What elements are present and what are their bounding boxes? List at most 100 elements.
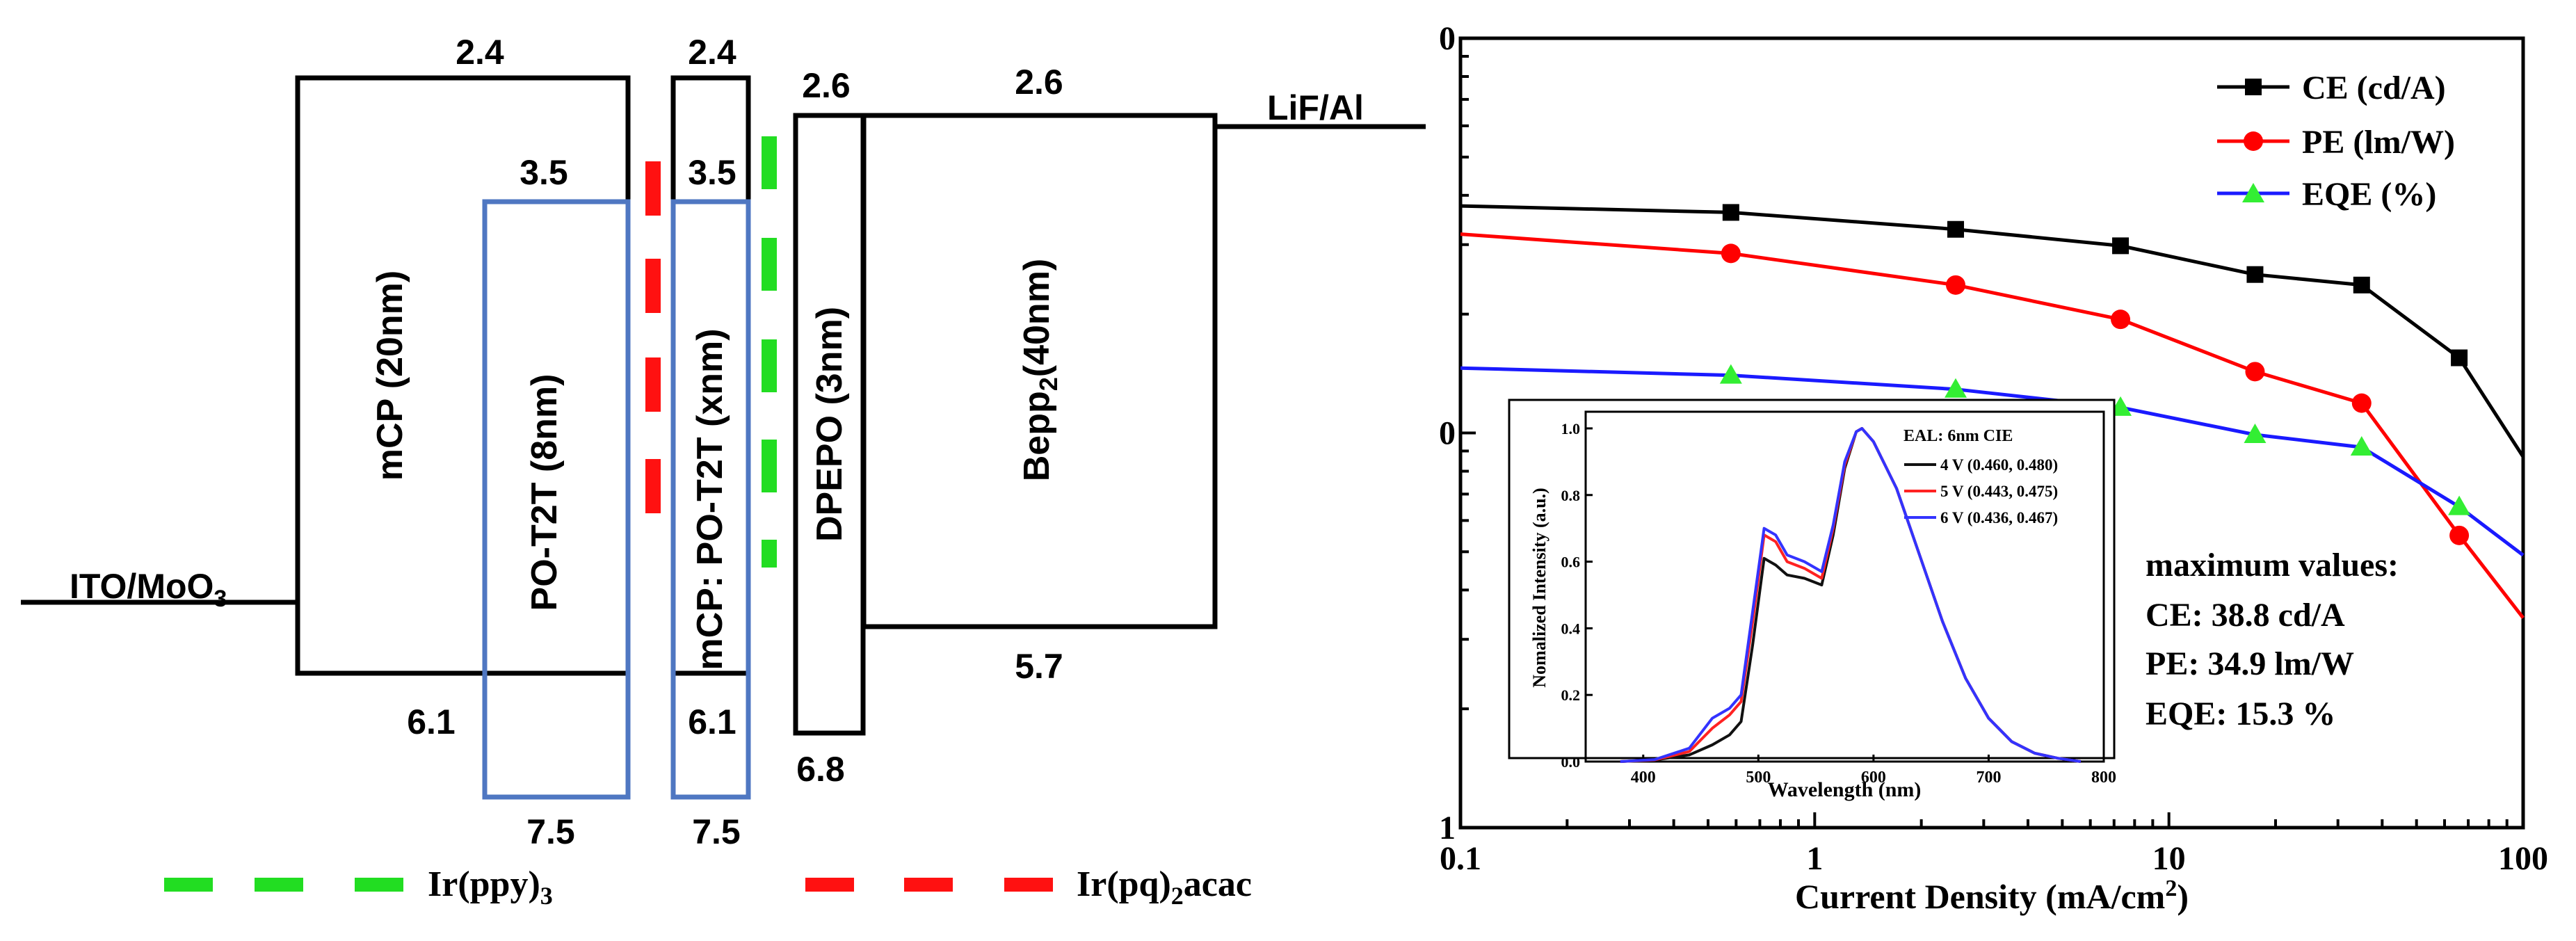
po-t2t-homo-value: 7.5 xyxy=(526,812,575,851)
inset-legend: 4 V (0.460, 0.480) 5 V (0.443, 0.475) 6 … xyxy=(1904,456,2058,526)
ce-point xyxy=(1722,204,1739,221)
pe-point xyxy=(2111,309,2131,330)
ir-ppy3-dash xyxy=(762,136,777,189)
inset-y-tick-label: 1.0 xyxy=(1561,420,1581,437)
ir-ppy3-legend-label: Ir(ppy)3 xyxy=(428,864,553,910)
inset-x-tick-label: 700 xyxy=(1976,769,2001,787)
ir-ppy3-dash xyxy=(762,540,777,568)
mixed-lumo-value: 3.5 xyxy=(688,153,736,192)
inset-y-tick-label: 0.0 xyxy=(1561,753,1581,771)
inset-x-tick-label: 600 xyxy=(1861,769,1886,787)
ir-ppy3-legend-swatch xyxy=(255,878,303,892)
inset-x-tick-label: 800 xyxy=(2091,769,2116,787)
ir-ppy3-legend-swatch xyxy=(164,878,213,892)
pe-legend-label: PE (lm/W) xyxy=(2302,124,2455,161)
series-line-eqe xyxy=(1460,366,2525,557)
x-tick-label: 1 xyxy=(1806,840,1823,877)
eqe-point xyxy=(2448,495,2471,515)
inset-y-tick-label: 0.6 xyxy=(1561,554,1581,571)
ce-point xyxy=(2451,349,2468,367)
dpepo-layer-label: DPEPO (3nm) xyxy=(810,307,850,542)
y-tick-label: 1 xyxy=(1439,810,1456,846)
ir-ppy3-dopant-dashes xyxy=(762,136,777,568)
x-tick-label: 10 xyxy=(2152,840,2186,877)
spec-6v-legend-label: 6 V (0.436, 0.467) xyxy=(1940,509,2058,526)
ce-point xyxy=(1947,220,1965,238)
pe-point xyxy=(1721,243,1741,264)
y-tick-label: 0 xyxy=(1439,415,1456,452)
bepp2-layer-box xyxy=(861,113,1218,629)
dpepo-lumo-value: 2.6 xyxy=(802,66,851,105)
mcp-layer-label: mCP (20nm) xyxy=(370,271,410,481)
main-legend: CE (cd/A) PE (lm/W) EQE (%) xyxy=(2217,70,2455,213)
po-t2t-x-homo-value: 7.5 xyxy=(692,812,741,851)
inset-x-tick-label: 500 xyxy=(1746,769,1771,787)
inset-legend-title: EAL: 6nm CIE xyxy=(1903,427,2013,445)
mixed-homo-value: 6.1 xyxy=(688,702,736,741)
x-tick-label: 0.1 xyxy=(1440,840,1481,877)
max-ce-value: CE: 38.8 cd/A xyxy=(2146,597,2345,634)
ir-ppy3-dash xyxy=(762,339,777,392)
inset-series-layer xyxy=(1620,427,2082,763)
eqe-point xyxy=(2244,423,2267,443)
max-eqe-value: EQE: 15.3 % xyxy=(2146,695,2335,732)
inset-y-axis-label: Nomalized Intensity (a.u.) xyxy=(1529,488,1549,687)
po-t2t-lumo-value: 3.5 xyxy=(520,153,568,192)
ir-ppy3-legend-swatch xyxy=(355,878,403,892)
po-t2t-layer-box xyxy=(482,199,631,800)
eqe-point xyxy=(2350,436,2373,456)
ce-legend-label: CE (cd/A) xyxy=(2302,70,2446,106)
ir-pq2acac-dash xyxy=(645,161,661,216)
ce-legend-marker xyxy=(2245,79,2262,95)
inset-axis-ticks: 400 500 600 700 800 0.0 0.2 0.4 0.6 0.8 1.0 xyxy=(1561,420,2117,787)
energy-level-diagram: 2.4 6.1 3.5 7.5 2.4 3.5 6.1 7.5 2.6 6.8 … xyxy=(21,33,1426,910)
ir-ppy3-dash xyxy=(762,238,777,291)
inset-y-tick-label: 0.8 xyxy=(1561,487,1581,504)
y-tick-label: 0 xyxy=(1439,20,1456,57)
anode-label: ITO/MoO3 xyxy=(70,567,227,612)
ce-point xyxy=(2246,266,2264,283)
pe-point xyxy=(2245,362,2265,382)
bepp2-lumo-value: 2.6 xyxy=(1015,63,1063,102)
ir-pq2acac-legend-swatch xyxy=(1004,878,1053,892)
bepp2-homo-value: 5.7 xyxy=(1015,647,1063,686)
inset-background xyxy=(1508,399,2116,759)
dopant-legend: Ir(ppy)3 Ir(pq)2acac xyxy=(164,864,1252,910)
inset-x-tick-label: 400 xyxy=(1631,769,1656,787)
bepp2-layer-label: Bepp2(40nm) xyxy=(1017,259,1063,482)
max-pe-value: PE: 34.9 lm/W xyxy=(2146,645,2354,682)
ir-ppy3-dash xyxy=(762,440,777,492)
inset-y-tick-label: 0.2 xyxy=(1561,686,1581,704)
max-values-annotation: maximum values: CE: 38.8 cd/A PE: 34.9 l… xyxy=(2146,547,2399,732)
ir-pq2acac-legend-swatch xyxy=(805,878,854,892)
po-t2t-mixed-layer-box xyxy=(670,199,751,800)
main-series-layer xyxy=(1460,204,2525,619)
ir-pq2acac-dash xyxy=(645,357,661,412)
ir-pq2acac-legend-swatch xyxy=(904,878,953,892)
pe-point xyxy=(2449,525,2470,545)
x-tick-label: 100 xyxy=(2498,840,2548,877)
mixed-layer-label: mCP: PO-T2T (xnm) xyxy=(690,328,730,670)
inset-plot-frame xyxy=(1584,410,2105,763)
spec-4v-legend-label: 4 V (0.460, 0.480) xyxy=(1940,456,2058,474)
mcp-layer-box xyxy=(295,75,631,676)
spectrum-line-spec_6v xyxy=(1620,427,2082,763)
ir-pq2acac-legend-label: Ir(pq)2acac xyxy=(1077,864,1252,910)
eqe-point xyxy=(1719,364,1742,384)
pe-point xyxy=(1946,275,1966,295)
dpepo-homo-value: 6.8 xyxy=(796,750,845,789)
max-values-title: maximum values: xyxy=(2146,547,2399,584)
spec-5v-legend-label: 5 V (0.443, 0.475) xyxy=(1940,483,2058,500)
series-line-ce xyxy=(1460,204,2525,458)
po-t2t-layer-label: PO-T2T (8nm) xyxy=(524,374,565,611)
inset-y-tick-label: 0.4 xyxy=(1561,620,1581,637)
x-axis-label: Current Density (mA/cm2) xyxy=(1795,876,2189,916)
el-spectra-inset: 400 500 600 700 800 0.0 0.2 0.4 0.6 0.8 1.0 Wavele… xyxy=(1508,399,2117,801)
ce-point xyxy=(2353,276,2370,293)
ir-pq2acac-dash xyxy=(645,459,661,513)
eqe-legend-label: EQE (%) xyxy=(2302,176,2436,213)
mcp-host-lumo-value: 2.4 xyxy=(688,33,736,72)
